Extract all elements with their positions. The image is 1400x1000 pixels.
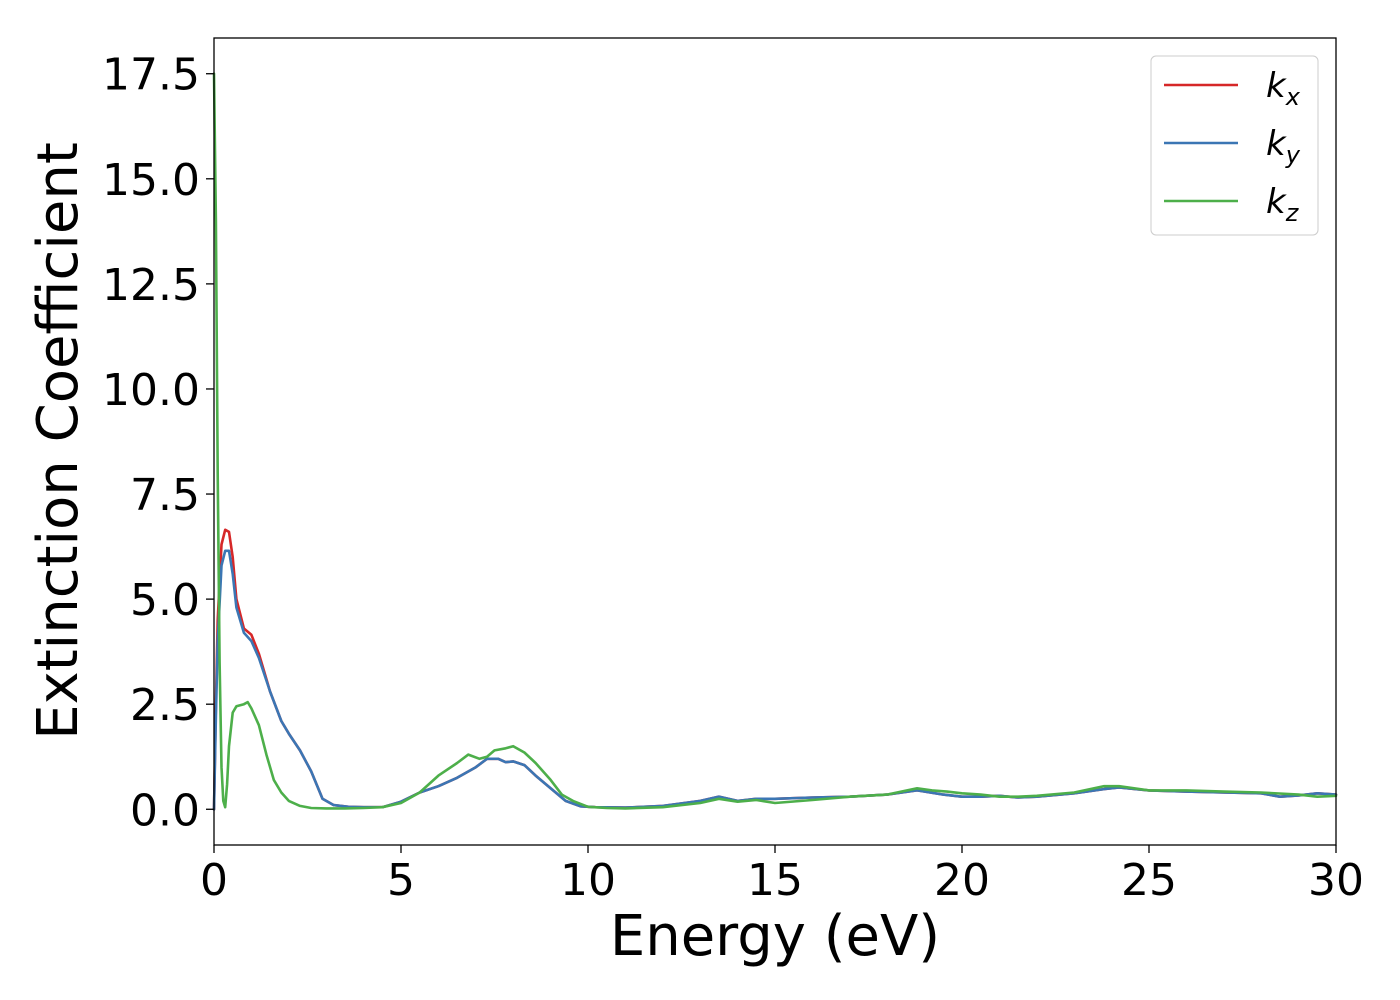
legend-label-kx: kx: [1266, 66, 1301, 111]
y-tick-label: 12.5: [102, 260, 200, 311]
legend-label-base: k: [1266, 182, 1287, 222]
x-axis-ticks: 0 5 10 15 20 25 30: [200, 845, 1364, 906]
x-tick-label: 25: [1121, 855, 1177, 906]
legend-label-subscript: y: [1285, 141, 1301, 169]
x-axis-title: Energy (eV): [610, 904, 940, 969]
legend-label-ky: ky: [1266, 124, 1301, 169]
y-tick-label: 10.0: [102, 365, 200, 416]
y-axis-ticks: 0.0 2.5 5.0 7.5 10.0 12.5 15.0 17.5: [102, 50, 214, 836]
y-tick-label: 17.5: [102, 50, 200, 101]
legend-label-base: k: [1266, 124, 1287, 164]
x-tick-label: 30: [1308, 855, 1364, 906]
y-tick-label: 7.5: [130, 470, 200, 521]
x-tick-label: 10: [560, 855, 616, 906]
legend-label-subscript: z: [1285, 199, 1300, 227]
y-tick-label: 5.0: [130, 575, 200, 626]
x-tick-label: 5: [387, 855, 415, 906]
series-layer: [212, 72, 1338, 811]
series-line-kz: [212, 72, 1338, 810]
legend-label-base: k: [1266, 66, 1287, 106]
x-tick-label: 20: [934, 855, 990, 906]
y-axis-title: Extinction Coefficient: [26, 142, 91, 740]
legend-label-kz: kz: [1266, 182, 1300, 227]
legend-label-subscript: x: [1285, 83, 1301, 111]
legend-box: [1150, 55, 1319, 236]
y-tick-label: 2.5: [130, 680, 200, 731]
x-tick-label: 0: [200, 855, 228, 906]
y-tick-label: 0.0: [130, 785, 200, 836]
x-tick-label: 15: [747, 855, 803, 906]
y-tick-label: 15.0: [102, 155, 200, 206]
